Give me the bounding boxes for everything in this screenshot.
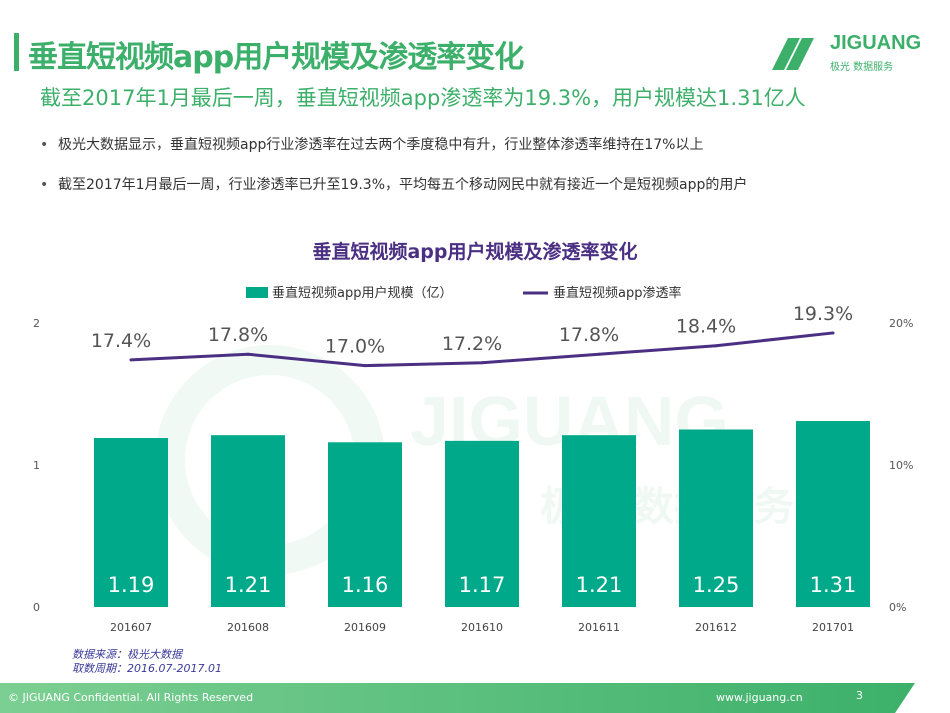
x-axis-tick: 201701 — [812, 621, 854, 634]
line-label: 18.4% — [676, 316, 736, 338]
right-axis-tick: 20% — [889, 317, 913, 330]
legend-line-label: 垂直短视频app渗透率 — [553, 285, 681, 301]
x-axis-tick: 201607 — [110, 621, 152, 634]
line-point — [597, 352, 601, 356]
chart-title: 垂直短视频app用户规模及渗透率变化 — [312, 240, 637, 263]
bar — [211, 435, 285, 607]
footer-url[interactable]: www.jiguang.cn — [716, 691, 803, 704]
left-axis-tick: 0 — [33, 601, 40, 614]
line-point — [714, 344, 718, 348]
line-label: 17.8% — [208, 324, 268, 346]
legend-bar-label: 垂直短视频app用户规模（亿） — [272, 285, 452, 301]
page-number: 3 — [856, 689, 863, 702]
line-label: 17.4% — [91, 330, 151, 352]
line-point — [129, 358, 133, 362]
right-axis-tick: 10% — [889, 459, 913, 472]
line-label: 17.8% — [559, 324, 619, 346]
legend-bar-swatch — [246, 287, 268, 298]
bar-label: 1.25 — [693, 573, 740, 597]
bar-label: 1.21 — [225, 573, 272, 597]
line-point — [246, 352, 250, 356]
x-axis-tick: 201609 — [344, 621, 386, 634]
left-axis-tick: 1 — [33, 459, 40, 472]
data-source: 数据来源：极光大数据 — [72, 648, 182, 661]
bullet-text: 截至2017年1月最后一周，行业渗透率已升至19.3%，平均每五个移动网民中就有… — [58, 177, 748, 193]
line-label: 17.2% — [442, 333, 502, 355]
bar-label: 1.31 — [810, 573, 857, 597]
bullet-item: • 极光大数据显示，垂直短视频app行业渗透率在过去两个季度稳中有升，行业整体渗透… — [40, 137, 704, 153]
footer-copyright: © JIGUANG Confidential. All Rights Reser… — [8, 691, 254, 704]
bar — [679, 429, 753, 607]
bar-label: 1.17 — [459, 573, 506, 597]
logo-tagline: 极光 数据服务 — [830, 62, 894, 73]
line-point — [363, 364, 367, 368]
page-title: 垂直短视频app用户规模及渗透率变化 — [28, 40, 524, 75]
x-axis-tick: 201608 — [227, 621, 269, 634]
data-period: 取数周期：2016.07-2017.01 — [72, 662, 222, 675]
footer-band — [0, 683, 915, 713]
bar-label: 1.21 — [576, 573, 623, 597]
line-label: 17.0% — [325, 336, 385, 358]
x-axis-tick: 201612 — [695, 621, 737, 634]
bar-label: 1.16 — [342, 573, 389, 597]
page-subtitle: 截至2017年1月最后一周，垂直短视频app渗透率为19.3%，用户规模达1.3… — [40, 86, 806, 110]
bar — [328, 442, 402, 607]
line-label: 19.3% — [793, 303, 853, 325]
logo-text: JIGUANG — [830, 32, 922, 54]
bar-label: 1.19 — [108, 573, 155, 597]
jiguang-logo-icon — [772, 38, 814, 70]
title-accent-bar — [14, 33, 19, 71]
bullet-text: 极光大数据显示，垂直短视频app行业渗透率在过去两个季度稳中有升，行业整体渗透率… — [58, 137, 704, 153]
right-axis-tick: 0% — [889, 601, 906, 614]
x-axis-tick: 201610 — [461, 621, 503, 634]
bar — [562, 435, 636, 607]
bullet-item: • 截至2017年1月最后一周，行业渗透率已升至19.3%，平均每五个移动网民中就… — [40, 177, 748, 193]
bar — [445, 440, 519, 607]
line-point — [831, 331, 835, 335]
x-axis-tick: 201611 — [578, 621, 620, 634]
left-axis-tick: 2 — [33, 317, 40, 330]
line-point — [480, 361, 484, 365]
bar — [94, 438, 168, 607]
bar — [796, 420, 870, 607]
